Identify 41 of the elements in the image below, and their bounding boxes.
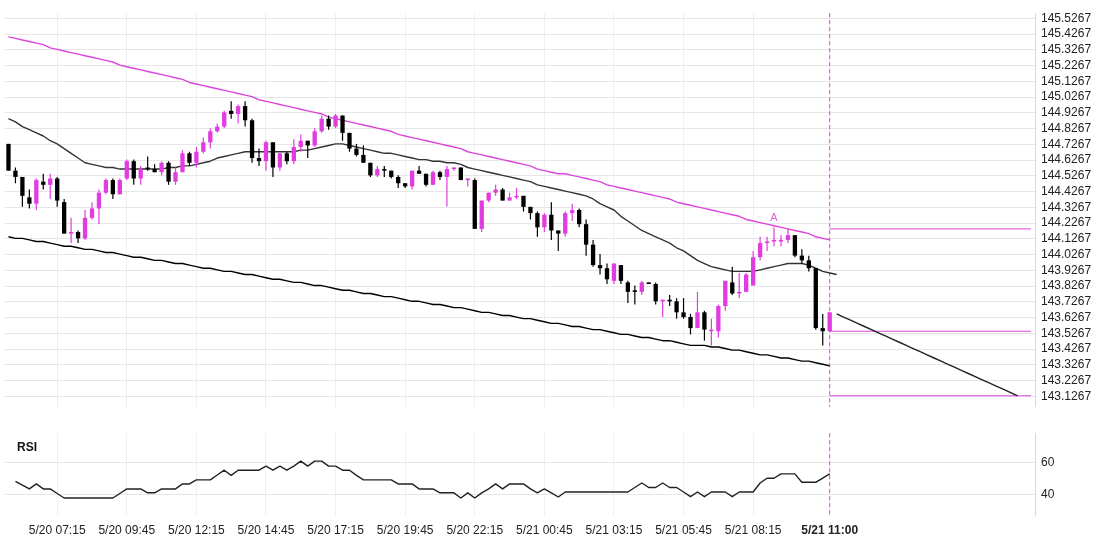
x-tick-label: 5/20 14:45 [237, 523, 295, 538]
y-tick-label: 145.0267 [1041, 89, 1092, 104]
y-tick-label: 143.8267 [1041, 278, 1092, 293]
x-tick-label: 5/20 22:15 [446, 523, 504, 538]
y-tick-label: 144.4267 [1041, 183, 1092, 198]
x-tick-label: 5/20 12:15 [168, 523, 226, 538]
y-tick-label: 143.1267 [1041, 388, 1092, 403]
y-tick-label: 143.3267 [1041, 357, 1092, 372]
x-tick-label: 5/21 00:45 [516, 523, 574, 538]
y-tick-label: 144.6267 [1041, 152, 1092, 167]
text: RSI [17, 439, 38, 454]
annotation: A [770, 211, 779, 224]
y-tick-label: 144.5267 [1041, 168, 1092, 183]
y-tick-label: 144.9267 [1041, 105, 1092, 120]
x-tick-label: 5/21 05:45 [655, 523, 713, 538]
x-tick-label: 5/20 07:15 [28, 523, 86, 538]
y-tick-label: 144.3267 [1041, 199, 1092, 214]
y-tick-label: 145.1267 [1041, 73, 1092, 88]
x-tick-label: 5/20 09:45 [98, 523, 156, 538]
y-tick-label: 143.2267 [1041, 372, 1092, 387]
y-tick-label: 40 [1041, 486, 1055, 501]
x-tick-label: 5/21 08:15 [724, 523, 782, 538]
y-tick-label: 143.6267 [1041, 309, 1092, 324]
x-tick-label: 5/20 17:15 [307, 523, 365, 538]
y-tick-label: 144.7267 [1041, 136, 1092, 151]
y-tick-label: 143.9267 [1041, 262, 1092, 277]
y-tick-label: 143.4267 [1041, 341, 1092, 356]
y-tick-label: 144.8267 [1041, 120, 1092, 135]
y-tick-label: 145.3267 [1041, 42, 1092, 57]
y-tick-label: 145.5267 [1041, 10, 1092, 25]
x-tick-label: 5/20 19:45 [376, 523, 434, 538]
y-tick-label: 60 [1041, 454, 1055, 469]
y-tick-label: 144.0267 [1041, 246, 1092, 261]
y-tick-label: 145.2267 [1041, 57, 1092, 72]
y-tick-label: 143.7267 [1041, 294, 1092, 309]
y-tick-label: 144.2267 [1041, 215, 1092, 230]
y-tick-label: 144.1267 [1041, 231, 1092, 246]
x-tick-label: 5/21 11:00 [801, 523, 859, 538]
y-tick-label: 145.4267 [1041, 26, 1092, 41]
x-tick-label: 5/21 03:15 [585, 523, 643, 538]
y-tick-label: 143.5267 [1041, 325, 1092, 340]
